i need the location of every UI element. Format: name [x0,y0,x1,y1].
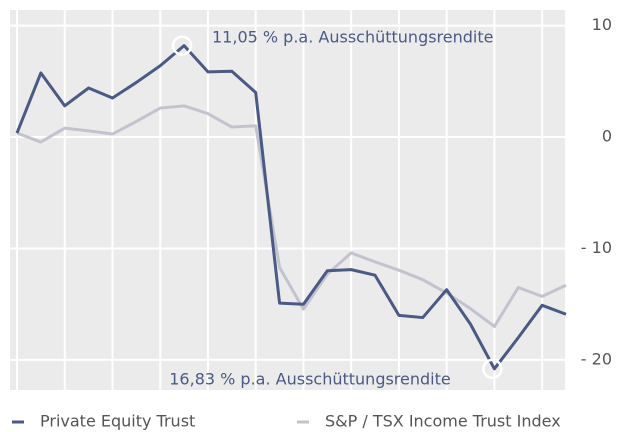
legend-label: S&P / TSX Income Trust Index [325,412,561,431]
annotation-ring [171,35,193,56]
y-tick-label: - 10 [581,238,612,257]
annotation: 16,83 % p.a. Ausschüttungsrendite [169,370,450,389]
y-tick-label: - 20 [581,349,612,368]
y-tick-label: 10 [592,15,612,34]
annotation-ring [482,358,503,380]
series-line [15,44,567,371]
annotation: 11,05 % p.a. Ausschüttungsrendite [212,28,493,47]
y-tick-label: 0 [602,127,612,146]
legend-label: Private Equity Trust [40,412,195,431]
plot-area [10,10,565,390]
series-line [16,104,567,328]
